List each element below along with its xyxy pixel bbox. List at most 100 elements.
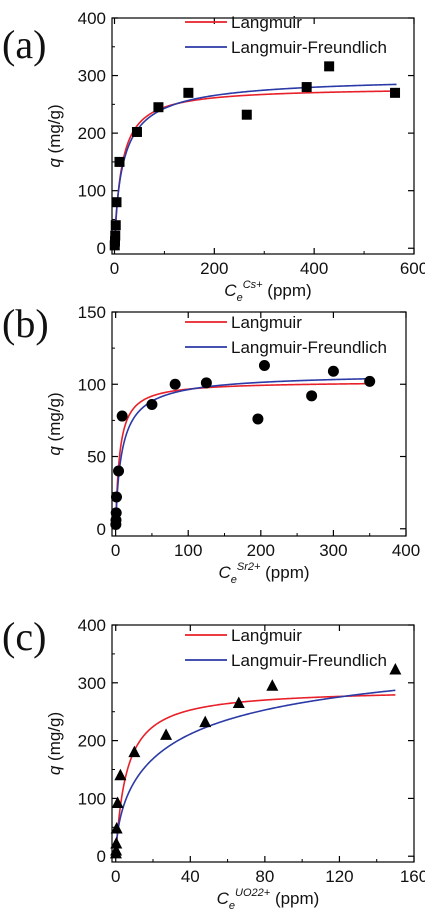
data-point bbox=[128, 745, 141, 758]
legend-item-langmuir-label: Langmuir bbox=[231, 313, 302, 332]
x-tick-label: 400 bbox=[300, 259, 328, 278]
data-point bbox=[110, 837, 123, 849]
x-tick-label: 100 bbox=[174, 541, 202, 560]
data-point bbox=[306, 390, 318, 402]
data-point bbox=[301, 82, 312, 93]
y-tick-label: 150 bbox=[78, 303, 106, 322]
data-point bbox=[111, 796, 124, 809]
y-axis-label-unit: (mg/g) bbox=[45, 712, 64, 766]
data-point bbox=[109, 236, 120, 247]
data-point bbox=[241, 109, 252, 120]
x-tick-label: 400 bbox=[392, 541, 420, 560]
legend-item-langmuir-label: Langmuir bbox=[231, 13, 302, 32]
plot-frame bbox=[111, 624, 415, 863]
x-axis-label: CeUO22+ (ppm) bbox=[217, 887, 320, 911]
y-tick-label: 200 bbox=[78, 732, 106, 751]
chart-panel-3: (c) 0 40 80 120 160 0 100 200 300 400 q (mg/g) CeUO2… bbox=[2, 614, 425, 911]
data-point bbox=[266, 679, 279, 691]
plot-frame bbox=[111, 17, 415, 255]
x-axis-label-subscript: e bbox=[229, 900, 235, 911]
x-tick-label: 600 bbox=[400, 259, 425, 278]
data-point bbox=[110, 843, 123, 856]
x-axis-label-superscript: Sr2+ bbox=[237, 561, 261, 573]
data-point bbox=[169, 378, 181, 390]
y-axis-label: q (mg/g) bbox=[45, 712, 64, 775]
x-axis-label: CeCs+ (ppm) bbox=[224, 279, 311, 304]
x-tick-label: 200 bbox=[247, 541, 275, 560]
data-point bbox=[111, 491, 123, 503]
legend-item-langmuir-label: Langmuir bbox=[231, 626, 302, 645]
x-axis-label-unit: (ppm) bbox=[260, 563, 309, 582]
data-point bbox=[113, 465, 125, 477]
y-axis-label-unit: (mg/g) bbox=[45, 392, 64, 446]
y-tick-label: 400 bbox=[78, 9, 106, 28]
x-tick-label: 200 bbox=[200, 259, 228, 278]
data-point bbox=[200, 377, 212, 389]
x-axis-label-subscript: e bbox=[237, 292, 243, 304]
legend-item-langmuir-freundlich-label: Langmuir-Freundlich bbox=[231, 651, 387, 670]
x-tick-label: 300 bbox=[319, 541, 347, 560]
data-point bbox=[153, 102, 164, 113]
y-tick-label: 50 bbox=[87, 448, 106, 467]
data-point bbox=[110, 230, 121, 241]
data-point bbox=[110, 220, 121, 231]
data-point bbox=[258, 359, 270, 371]
x-axis-label: CeSr2+ (ppm) bbox=[218, 561, 309, 586]
plot-frame bbox=[111, 311, 407, 537]
y-axis-label: q (mg/g) bbox=[45, 392, 64, 455]
y-axis-label-symbol: q bbox=[45, 765, 64, 775]
data-point bbox=[114, 768, 127, 781]
x-tick-label: 0 bbox=[111, 541, 120, 560]
panel-label: (c) bbox=[2, 614, 46, 659]
data-point bbox=[252, 413, 264, 425]
data-point bbox=[364, 375, 376, 387]
data-point bbox=[199, 715, 212, 728]
langmuir-fit-line bbox=[113, 90, 397, 249]
data-point bbox=[111, 197, 122, 208]
chart-panel-1: (a) 0 200 400 600 0 100 200 300 400 q (mg/g) CeCs+ … bbox=[2, 9, 425, 304]
panel-label: (b) bbox=[2, 301, 49, 346]
data-point bbox=[183, 87, 194, 98]
x-axis-label-superscript: Cs+ bbox=[243, 279, 263, 291]
x-tick-label: 0 bbox=[111, 867, 120, 886]
data-point bbox=[232, 696, 245, 709]
y-tick-label: 100 bbox=[78, 182, 106, 201]
data-point bbox=[327, 365, 339, 377]
y-axis-label-symbol: q bbox=[45, 446, 64, 456]
data-point bbox=[160, 728, 173, 740]
x-axis-label-unit: (ppm) bbox=[263, 281, 312, 300]
panel-label: (a) bbox=[2, 22, 46, 67]
langmuir-freundlich-fit-line bbox=[114, 377, 372, 529]
y-axis-label-unit: (mg/g) bbox=[45, 104, 64, 158]
langmuir-fit-line bbox=[114, 382, 372, 529]
x-axis-label-symbol: C bbox=[217, 889, 230, 908]
data-point bbox=[324, 61, 335, 72]
y-tick-label: 200 bbox=[78, 124, 106, 143]
x-axis-label-symbol: C bbox=[218, 563, 231, 582]
data-point bbox=[390, 87, 401, 98]
chart-panel-2: (b) 0 100 200 300 400 0 50 100 150 q (mg/g) CeSr2+ … bbox=[2, 301, 420, 586]
y-tick-label: 300 bbox=[78, 674, 106, 693]
y-tick-label: 0 bbox=[97, 520, 106, 539]
y-axis-label: q (mg/g) bbox=[45, 104, 64, 167]
data-point bbox=[389, 663, 402, 675]
data-point bbox=[110, 821, 123, 834]
data-point bbox=[116, 410, 128, 422]
y-tick-label: 0 bbox=[97, 239, 106, 258]
x-axis-label-unit: (ppm) bbox=[270, 889, 319, 908]
langmuir-fit-line bbox=[114, 694, 396, 857]
x-tick-label: 0 bbox=[110, 259, 119, 278]
y-tick-label: 100 bbox=[78, 789, 106, 808]
data-point bbox=[110, 507, 122, 519]
data-point bbox=[146, 398, 158, 410]
y-tick-label: 100 bbox=[78, 375, 106, 394]
x-tick-label: 80 bbox=[255, 867, 274, 886]
x-axis-label-subscript: e bbox=[231, 574, 237, 586]
legend-item-langmuir-freundlich-label: Langmuir-Freundlich bbox=[231, 38, 387, 57]
data-point bbox=[131, 126, 142, 137]
x-axis-label-symbol: C bbox=[224, 281, 237, 300]
x-tick-label: 120 bbox=[325, 867, 353, 886]
x-tick-label: 160 bbox=[400, 867, 425, 886]
x-tick-label: 40 bbox=[181, 867, 200, 886]
